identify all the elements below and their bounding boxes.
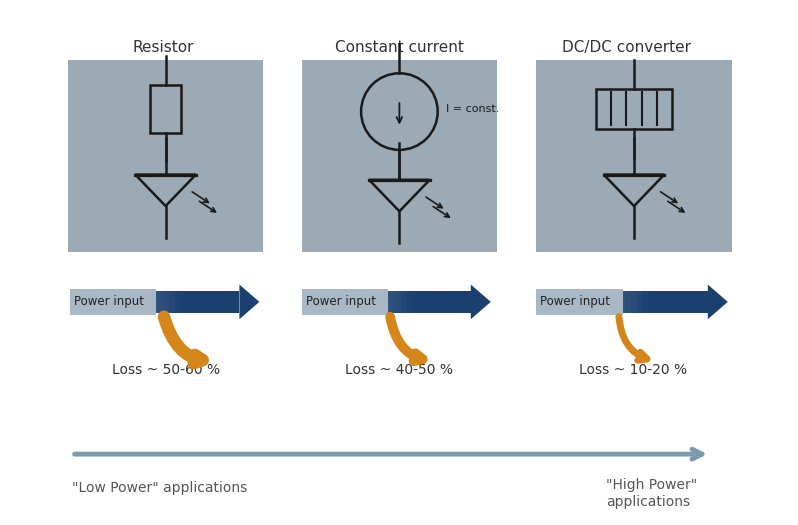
FancyBboxPatch shape — [609, 291, 614, 313]
Polygon shape — [239, 285, 259, 319]
FancyBboxPatch shape — [559, 291, 564, 313]
FancyBboxPatch shape — [109, 291, 114, 313]
Text: Loss ~ 10-20 %: Loss ~ 10-20 % — [579, 363, 687, 377]
FancyBboxPatch shape — [351, 291, 357, 313]
FancyBboxPatch shape — [357, 291, 362, 313]
FancyBboxPatch shape — [631, 291, 637, 313]
FancyBboxPatch shape — [368, 291, 373, 313]
FancyBboxPatch shape — [93, 291, 97, 313]
FancyBboxPatch shape — [302, 289, 388, 315]
FancyBboxPatch shape — [362, 291, 368, 313]
FancyBboxPatch shape — [587, 291, 592, 313]
FancyBboxPatch shape — [302, 60, 497, 252]
Text: Resistor: Resistor — [132, 40, 195, 55]
FancyBboxPatch shape — [603, 291, 609, 313]
FancyBboxPatch shape — [169, 291, 175, 313]
FancyBboxPatch shape — [324, 291, 329, 313]
FancyBboxPatch shape — [302, 291, 307, 313]
FancyBboxPatch shape — [637, 291, 642, 313]
FancyBboxPatch shape — [70, 291, 239, 313]
FancyBboxPatch shape — [536, 60, 732, 252]
FancyBboxPatch shape — [340, 291, 346, 313]
FancyBboxPatch shape — [307, 291, 313, 313]
FancyBboxPatch shape — [389, 291, 395, 313]
FancyBboxPatch shape — [401, 291, 406, 313]
FancyBboxPatch shape — [318, 291, 324, 313]
Text: "High Power"
applications: "High Power" applications — [606, 478, 697, 509]
FancyBboxPatch shape — [536, 291, 542, 313]
FancyBboxPatch shape — [575, 291, 581, 313]
FancyBboxPatch shape — [313, 291, 318, 313]
Text: Constant current: Constant current — [334, 40, 464, 55]
FancyBboxPatch shape — [302, 291, 471, 313]
FancyBboxPatch shape — [131, 291, 136, 313]
FancyBboxPatch shape — [378, 291, 384, 313]
FancyBboxPatch shape — [626, 291, 631, 313]
FancyBboxPatch shape — [125, 291, 131, 313]
Text: "Low Power" applications: "Low Power" applications — [72, 481, 247, 495]
Polygon shape — [471, 285, 491, 319]
FancyBboxPatch shape — [346, 291, 351, 313]
FancyBboxPatch shape — [142, 291, 147, 313]
FancyBboxPatch shape — [592, 291, 598, 313]
FancyBboxPatch shape — [329, 291, 334, 313]
FancyBboxPatch shape — [120, 291, 125, 313]
FancyBboxPatch shape — [581, 291, 587, 313]
FancyBboxPatch shape — [598, 291, 603, 313]
FancyBboxPatch shape — [81, 291, 87, 313]
FancyBboxPatch shape — [114, 291, 120, 313]
FancyBboxPatch shape — [164, 291, 169, 313]
FancyBboxPatch shape — [564, 291, 570, 313]
FancyBboxPatch shape — [68, 60, 263, 252]
Text: Power input: Power input — [306, 296, 376, 308]
FancyBboxPatch shape — [373, 291, 378, 313]
FancyBboxPatch shape — [76, 291, 81, 313]
Polygon shape — [708, 285, 728, 319]
FancyBboxPatch shape — [70, 289, 156, 315]
FancyBboxPatch shape — [136, 291, 142, 313]
FancyBboxPatch shape — [553, 291, 559, 313]
FancyBboxPatch shape — [103, 291, 109, 313]
Text: Loss ~ 50-60 %: Loss ~ 50-60 % — [112, 363, 220, 377]
FancyBboxPatch shape — [614, 291, 620, 313]
FancyBboxPatch shape — [334, 291, 340, 313]
FancyBboxPatch shape — [87, 291, 93, 313]
FancyBboxPatch shape — [542, 291, 547, 313]
FancyBboxPatch shape — [570, 291, 575, 313]
Text: Power input: Power input — [540, 296, 610, 308]
FancyBboxPatch shape — [158, 291, 164, 313]
Text: Power input: Power input — [74, 296, 144, 308]
FancyBboxPatch shape — [70, 291, 76, 313]
FancyBboxPatch shape — [536, 291, 708, 313]
FancyBboxPatch shape — [536, 289, 623, 315]
FancyBboxPatch shape — [152, 291, 158, 313]
Text: I = const.: I = const. — [445, 104, 499, 114]
Text: Loss ~ 40-50 %: Loss ~ 40-50 % — [345, 363, 453, 377]
FancyBboxPatch shape — [147, 291, 152, 313]
FancyBboxPatch shape — [395, 291, 401, 313]
FancyBboxPatch shape — [547, 291, 553, 313]
FancyBboxPatch shape — [97, 291, 103, 313]
Text: DC/DC converter: DC/DC converter — [562, 40, 691, 55]
FancyBboxPatch shape — [384, 291, 389, 313]
FancyBboxPatch shape — [620, 291, 626, 313]
